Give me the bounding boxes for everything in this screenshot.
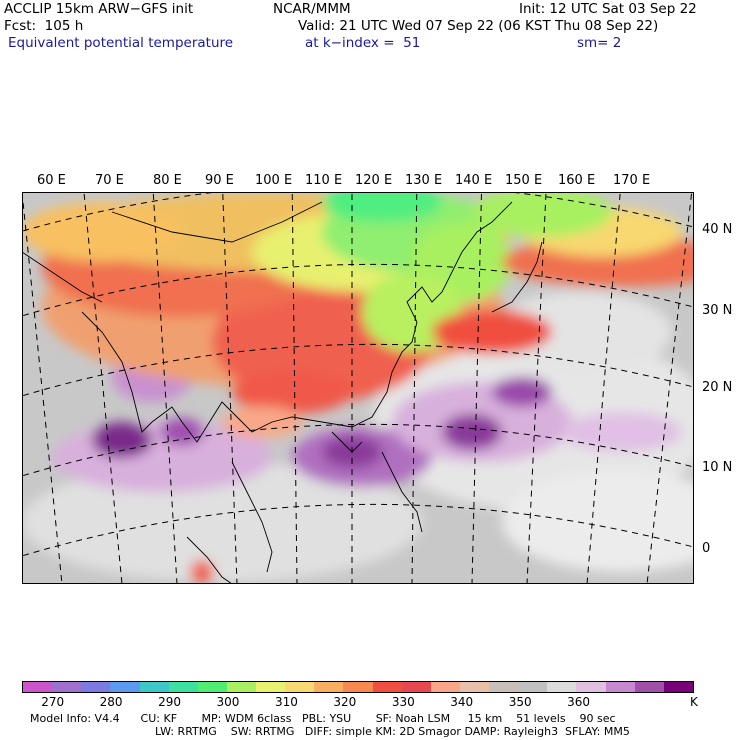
colorbar-swatch <box>23 682 53 692</box>
colorbar-tick: 340 <box>450 695 474 709</box>
colorbar-swatch <box>372 682 402 692</box>
lon-label: 130 E <box>405 173 443 188</box>
smoothing: sm= 2 <box>577 35 622 51</box>
field-name: Equivalent potential temperature <box>8 35 234 51</box>
lon-label: 140 E <box>455 173 493 188</box>
lon-label: 100 E <box>255 173 293 188</box>
lon-label: 90 E <box>205 173 234 188</box>
colorbar-tick: 360 <box>567 695 591 709</box>
lat-label: 40 N <box>702 222 733 237</box>
colorbar-swatch <box>547 682 577 692</box>
valid-time: Valid: 21 UTC Wed 07 Sep 22 (06 KST Thu … <box>298 18 659 34</box>
lon-label: 160 E <box>558 173 596 188</box>
model-title: ACCLIP 15km ARW−GFS init <box>4 1 194 17</box>
footer-physics: LW: RRTMG SW: RRTMG DIFF: simple KM: 2D … <box>155 725 630 738</box>
colorbar-tick: 320 <box>333 695 357 709</box>
init-time: Init: 12 UTC Sat 03 Sep 22 <box>519 1 697 17</box>
colorbar-swatch <box>489 682 519 692</box>
lon-label: 170 E <box>613 173 651 188</box>
lat-label: 30 N <box>702 303 733 318</box>
colorbar-swatch <box>226 682 256 692</box>
colorbar-swatch <box>401 682 431 692</box>
lon-label: 80 E <box>153 173 182 188</box>
colorbar-swatch <box>256 682 286 692</box>
colorbar-tick: 280 <box>99 695 123 709</box>
lon-label: 120 E <box>355 173 393 188</box>
level-index: at k−index = 51 <box>305 35 421 51</box>
lon-label: 110 E <box>305 173 343 188</box>
lon-label: 70 E <box>95 173 124 188</box>
org-label: NCAR/MMM <box>273 1 351 17</box>
lat-label: 20 N <box>702 380 733 395</box>
colorbar-swatch <box>285 682 315 692</box>
colorbar-swatch <box>314 682 344 692</box>
forecast-hour: Fcst: 105 h <box>4 18 84 34</box>
colorbar-swatch <box>663 682 693 692</box>
colorbar-swatch <box>52 682 82 692</box>
colorbar-tick: 300 <box>216 695 240 709</box>
colorbar-tick: 310 <box>274 695 298 709</box>
colorbar-swatch <box>343 682 373 692</box>
colorbar-swatch <box>110 682 140 692</box>
lat-label: 0 <box>702 541 711 556</box>
colorbar <box>22 681 694 693</box>
colorbar-swatch <box>168 682 198 692</box>
footer-model-info: Model Info: V4.4 CU: KF MP: WDM 6class P… <box>30 712 616 725</box>
colorbar-tick: 270 <box>41 695 65 709</box>
colorbar-tick: 330 <box>391 695 415 709</box>
colorbar-swatch <box>139 682 169 692</box>
lon-label: 150 E <box>505 173 543 188</box>
colorbar-swatch <box>576 682 606 692</box>
colorbar-swatch <box>430 682 460 692</box>
colorbar-swatch <box>459 682 489 692</box>
lat-label: 10 N <box>702 460 733 475</box>
lon-label: 60 E <box>37 173 66 188</box>
colorbar-swatch <box>81 682 111 692</box>
colorbar-swatch <box>197 682 227 692</box>
colorbar-swatch <box>605 682 635 692</box>
colorbar-swatch <box>634 682 664 692</box>
equivalent-potential-temperature-map <box>22 192 694 584</box>
colorbar-unit: K <box>690 695 698 709</box>
colorbar-tick: 350 <box>508 695 532 709</box>
colorbar-tick: 290 <box>158 695 181 709</box>
colorbar-swatch <box>518 682 548 692</box>
